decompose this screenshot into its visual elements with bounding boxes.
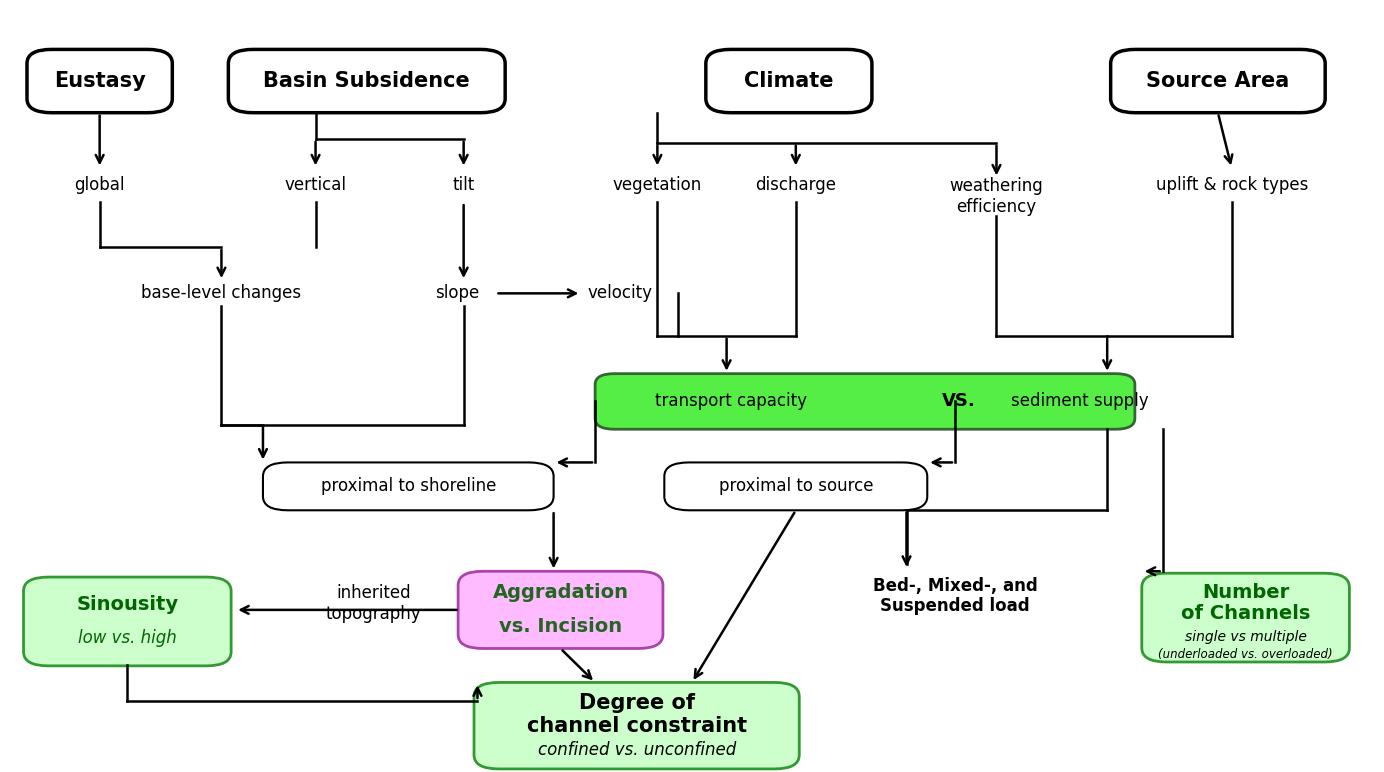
FancyBboxPatch shape: [26, 49, 172, 113]
Text: sediment supply: sediment supply: [1010, 392, 1149, 411]
Text: single vs multiple: single vs multiple: [1185, 630, 1306, 644]
Text: tilt: tilt: [453, 176, 475, 195]
FancyBboxPatch shape: [24, 577, 231, 665]
Text: uplift & rock types: uplift & rock types: [1156, 176, 1308, 195]
FancyBboxPatch shape: [1142, 573, 1349, 662]
Text: vegetation: vegetation: [613, 176, 702, 195]
Text: Basin Subsidence: Basin Subsidence: [263, 71, 471, 91]
Text: Climate: Climate: [745, 71, 833, 91]
Text: Sinousity: Sinousity: [76, 595, 179, 614]
Text: channel constraint: channel constraint: [526, 716, 747, 736]
Text: slope: slope: [435, 284, 479, 303]
Text: of Channels: of Channels: [1181, 604, 1311, 623]
Text: proximal to shoreline: proximal to shoreline: [321, 477, 495, 496]
Text: Aggradation: Aggradation: [493, 584, 628, 602]
FancyBboxPatch shape: [664, 462, 927, 510]
Text: velocity: velocity: [588, 284, 652, 303]
Text: Source Area: Source Area: [1146, 71, 1290, 91]
FancyBboxPatch shape: [1110, 49, 1326, 113]
Text: discharge: discharge: [756, 176, 836, 195]
Text: VS.: VS.: [943, 392, 976, 411]
Text: Degree of: Degree of: [579, 692, 695, 713]
FancyBboxPatch shape: [228, 49, 505, 113]
FancyBboxPatch shape: [706, 49, 872, 113]
FancyBboxPatch shape: [263, 462, 554, 510]
Text: Bed-, Mixed-, and
Suspended load: Bed-, Mixed-, and Suspended load: [872, 577, 1038, 615]
Text: global: global: [75, 176, 125, 195]
Text: vertical: vertical: [285, 176, 346, 195]
Text: vs. Incision: vs. Incision: [500, 618, 621, 636]
Text: weathering
efficiency: weathering efficiency: [949, 178, 1044, 216]
Text: proximal to source: proximal to source: [718, 477, 873, 496]
FancyBboxPatch shape: [595, 374, 1135, 429]
Text: Eustasy: Eustasy: [54, 71, 145, 91]
Text: base-level changes: base-level changes: [141, 284, 302, 303]
Text: (underloaded vs. overloaded): (underloaded vs. overloaded): [1158, 648, 1333, 661]
Text: low vs. high: low vs. high: [78, 629, 177, 648]
FancyBboxPatch shape: [458, 571, 663, 648]
Text: transport capacity: transport capacity: [655, 392, 807, 411]
FancyBboxPatch shape: [473, 682, 800, 769]
Text: confined vs. unconfined: confined vs. unconfined: [537, 741, 736, 760]
Text: Number: Number: [1201, 584, 1290, 602]
Text: inherited
topography: inherited topography: [325, 584, 422, 623]
